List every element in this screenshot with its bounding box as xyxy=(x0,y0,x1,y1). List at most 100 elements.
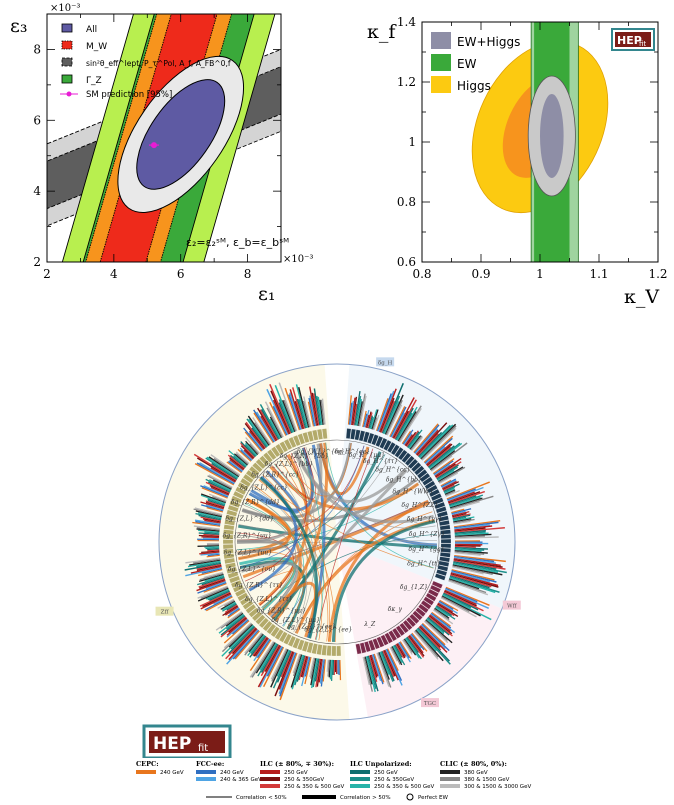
bar xyxy=(254,637,269,657)
chord xyxy=(319,443,370,495)
ring-segment xyxy=(390,444,400,456)
bar xyxy=(399,641,412,659)
legend-label-ew-higgs: EW+Higgs xyxy=(457,35,520,49)
bar xyxy=(224,599,235,607)
bar xyxy=(452,513,471,519)
ring-label: δg_{Z,R}^{cc} xyxy=(251,471,299,478)
bar xyxy=(450,573,499,588)
bar xyxy=(454,525,493,531)
bar xyxy=(204,595,233,611)
legend-label-mw: M_W xyxy=(86,42,107,52)
ring-segment xyxy=(237,592,249,602)
ring-segment xyxy=(438,560,450,567)
bar xyxy=(408,435,420,449)
outer-ring xyxy=(158,363,516,721)
bar xyxy=(248,633,264,653)
bar xyxy=(200,516,221,522)
bar xyxy=(332,659,335,675)
perfect-ew-marker xyxy=(406,793,414,801)
bar xyxy=(209,484,230,495)
ring-label: δg_H^{Zγ} xyxy=(409,531,445,538)
legend-group-title: FCC-ee: xyxy=(196,760,224,768)
legend-item: 250 GeV xyxy=(374,770,398,776)
bar xyxy=(198,573,224,582)
bar xyxy=(454,546,488,550)
bar xyxy=(433,609,454,625)
ring-segment xyxy=(234,588,246,598)
bar xyxy=(292,387,306,429)
bar xyxy=(205,478,231,492)
ring-segment xyxy=(376,636,385,648)
legend-label-sm: SM prediction [95%] xyxy=(86,90,172,100)
legend-group-title: CEPC: xyxy=(136,760,159,768)
bar xyxy=(442,594,492,621)
bar xyxy=(229,459,244,471)
bar xyxy=(250,635,266,654)
ring-segment xyxy=(368,639,376,651)
inner-ring-line xyxy=(234,439,440,645)
ring-segment xyxy=(416,469,428,479)
bar xyxy=(276,649,290,677)
bar xyxy=(368,415,373,429)
bar xyxy=(227,454,246,469)
bar xyxy=(232,629,260,660)
bar xyxy=(207,548,220,551)
bar xyxy=(313,393,320,426)
bar xyxy=(205,581,227,590)
x-tick-label: 4 xyxy=(110,267,118,281)
bar xyxy=(196,561,221,568)
bar xyxy=(300,655,308,678)
bar xyxy=(197,587,229,602)
bar xyxy=(221,623,253,653)
bar xyxy=(454,548,485,551)
bar xyxy=(371,654,382,682)
bar xyxy=(435,463,456,478)
bar xyxy=(444,489,456,495)
hepfit-logo-bottom: HEP fit xyxy=(142,724,232,758)
chord xyxy=(241,501,429,572)
bar xyxy=(333,659,336,676)
bar xyxy=(452,514,471,520)
bar xyxy=(205,501,225,509)
ring-segment xyxy=(307,430,314,442)
bar xyxy=(453,558,501,567)
sector-tag: δg_H xyxy=(378,360,393,366)
bar xyxy=(203,533,220,536)
ring-segment xyxy=(297,433,306,445)
ring-segment xyxy=(384,632,393,644)
ring-segment xyxy=(237,482,249,492)
bar xyxy=(205,504,224,511)
y-tick-label: 4 xyxy=(33,184,41,198)
ring-segment xyxy=(252,462,263,473)
bar xyxy=(197,545,220,547)
ring-segment xyxy=(279,441,289,453)
bar xyxy=(454,549,482,552)
bar xyxy=(398,642,411,663)
ring-segment xyxy=(359,642,367,654)
bar xyxy=(406,636,419,654)
ring-segment xyxy=(266,623,277,635)
bar xyxy=(450,572,499,587)
epsilon-x-label: ε₁ xyxy=(258,283,275,305)
legend-item: 380 & 1500 GeV xyxy=(464,777,510,783)
bar xyxy=(249,430,265,450)
chord xyxy=(238,497,292,561)
ring-segment xyxy=(321,644,327,656)
bar xyxy=(260,409,280,440)
chord xyxy=(267,581,317,638)
bar xyxy=(392,645,403,664)
legend-label-ew: EW xyxy=(457,57,477,71)
bar xyxy=(434,458,462,477)
ring-segment xyxy=(345,428,352,439)
bar xyxy=(245,440,259,455)
bar xyxy=(195,510,222,518)
bar xyxy=(205,596,233,612)
bar xyxy=(278,652,296,695)
bar xyxy=(396,643,406,659)
circular-bars xyxy=(184,382,507,701)
ring-segment xyxy=(259,455,270,466)
bar xyxy=(370,654,379,677)
bar xyxy=(203,571,224,579)
bar xyxy=(444,588,490,609)
bar xyxy=(399,408,422,443)
